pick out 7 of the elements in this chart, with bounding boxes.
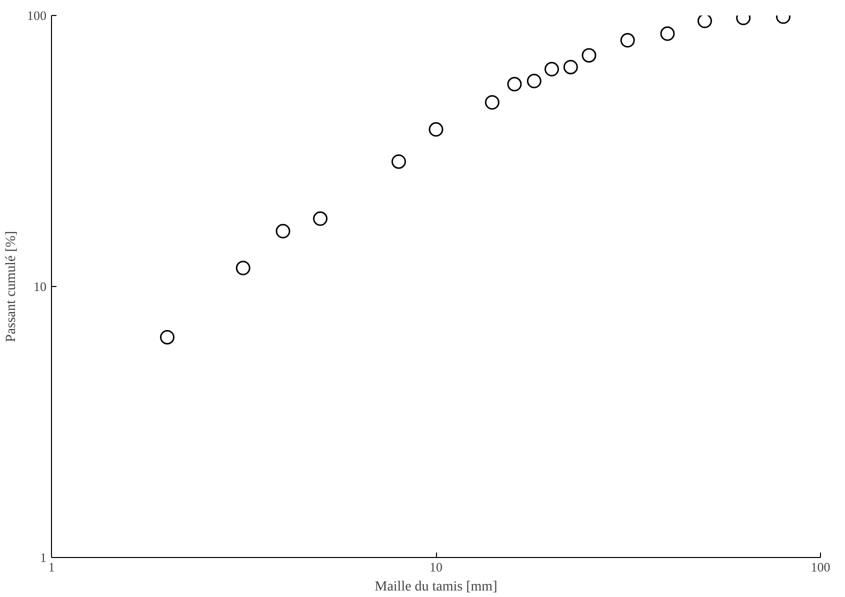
- x-tick-label: 100: [810, 560, 830, 574]
- y-tick-label: 1: [40, 550, 46, 565]
- y-tick-label: 100: [27, 8, 46, 23]
- x-axis-title: Maille du tamis [mm]: [374, 580, 498, 594]
- y-axis-title: Passant cumulé [%]: [4, 230, 19, 342]
- y-tick-label: 10: [34, 279, 46, 294]
- x-tick-label: 10: [430, 560, 442, 574]
